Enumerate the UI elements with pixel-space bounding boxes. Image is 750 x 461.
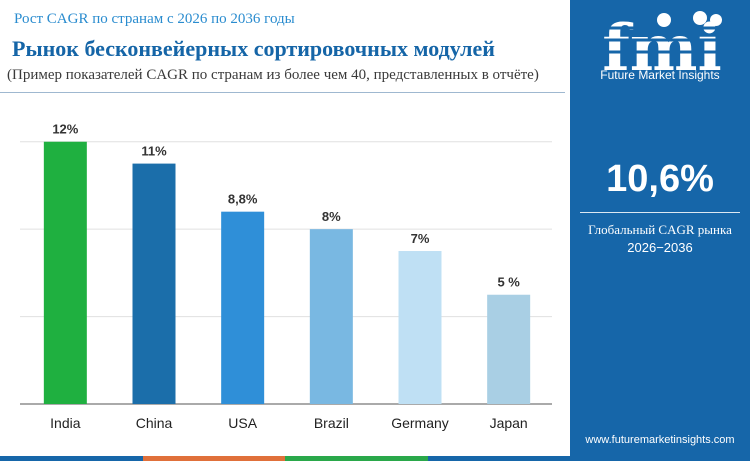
sidebar: fmi Future Market Insights 10,6% Глобаль… bbox=[570, 0, 750, 461]
data-label: 11% bbox=[141, 144, 167, 159]
x-tick-label: USA bbox=[228, 415, 257, 431]
chart-title: Рынок бесконвейерных сортировочных модул… bbox=[12, 36, 495, 61]
bar-chart: 12% India 11% China 8,8% USA 8% Brazil 7% Germany… bbox=[20, 122, 552, 431]
global-cagr-period: 2026−2036 bbox=[627, 240, 693, 255]
data-label: 8,8% bbox=[228, 192, 258, 207]
chart-note: (Пример показателей CAGR по странам из б… bbox=[7, 67, 539, 83]
bottom-color-bar bbox=[0, 456, 570, 461]
bar bbox=[221, 211, 265, 404]
bottom-bar-segment bbox=[0, 456, 143, 461]
bottom-bar-segment bbox=[427, 456, 570, 461]
x-tick-label: India bbox=[50, 415, 81, 431]
bottom-bar-segment bbox=[285, 456, 428, 461]
header-divider bbox=[0, 92, 565, 93]
data-label: 5 % bbox=[497, 275, 520, 290]
bottom-bar-segment bbox=[142, 456, 285, 461]
bar bbox=[309, 229, 353, 404]
x-tick-label: Brazil bbox=[314, 415, 349, 431]
website-link[interactable]: www.futuremarketinsights.com bbox=[585, 434, 735, 446]
data-label: 12% bbox=[52, 122, 78, 137]
bar bbox=[487, 294, 531, 404]
chart-panel: Рост CAGR по странам с 2026 по 2036 годы… bbox=[0, 11, 570, 461]
global-cagr-value: 10,6% bbox=[606, 158, 714, 200]
x-tick-label: China bbox=[136, 415, 173, 431]
bar bbox=[132, 163, 176, 404]
data-label: 8% bbox=[322, 209, 341, 224]
bar bbox=[43, 141, 87, 404]
fmi-logo: fmi bbox=[598, 11, 726, 80]
global-cagr-label: Глобальный CAGR рынка bbox=[588, 222, 732, 237]
chart-subtitle: Рост CAGR по странам с 2026 по 2036 годы bbox=[14, 11, 295, 27]
x-tick-label: Germany bbox=[391, 415, 449, 431]
bar bbox=[398, 251, 442, 404]
data-label: 7% bbox=[411, 231, 430, 246]
kpi-divider bbox=[580, 212, 740, 213]
brand-name: Future Market Insights bbox=[600, 68, 720, 82]
x-tick-label: Japan bbox=[490, 415, 528, 431]
